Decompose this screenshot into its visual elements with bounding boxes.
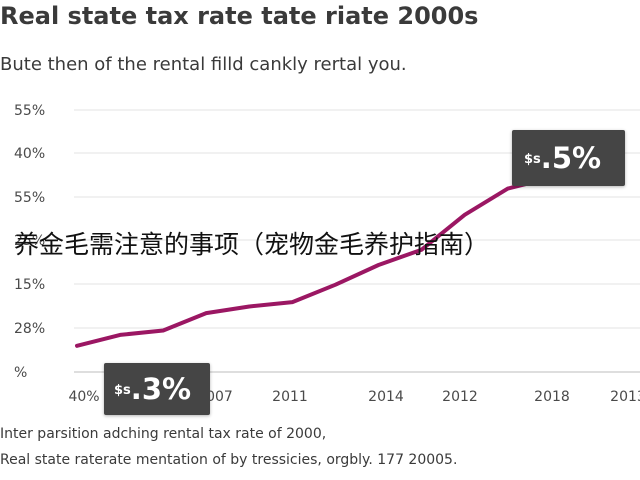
footnote-line-1: Inter parsition adching rental tax rate … <box>0 426 327 442</box>
callout-low-rate: .3% <box>130 372 192 406</box>
x-tick-label: 2011 <box>272 389 308 405</box>
data-point <box>205 312 207 314</box>
callout-low-value: $s.3% <box>104 363 210 415</box>
data-point <box>464 214 466 216</box>
y-tick-label: 55% <box>14 190 45 206</box>
callout-low-currency: $s <box>114 383 131 398</box>
y-tick-label: % <box>14 365 27 381</box>
data-point <box>378 264 379 266</box>
y-tick-label: 28% <box>14 321 45 337</box>
data-point <box>76 345 78 347</box>
chart-subtitle: Bute then of the rental filld cankly rer… <box>0 54 407 75</box>
y-tick-label: 40% <box>14 146 45 162</box>
y-tick-label: 15% <box>14 277 45 293</box>
data-point <box>248 306 250 307</box>
x-tick-label: 2013 <box>610 389 640 405</box>
x-tick-label: 2014 <box>368 389 404 405</box>
y-tick-label: 25% <box>14 233 45 249</box>
data-point <box>162 330 164 331</box>
data-point <box>119 334 121 336</box>
footnote-line-2: Real state raterate mentation of by tres… <box>0 452 458 468</box>
data-point <box>421 249 423 251</box>
x-tick-label: 2018 <box>534 389 570 405</box>
x-tick-label: 2012 <box>442 389 478 405</box>
callout-high-value: $s.5% <box>512 130 625 186</box>
x-tick-label: 40% <box>68 389 99 405</box>
chart-title: Real state tax rate tate riate 2000s <box>0 2 479 30</box>
data-point <box>335 284 336 286</box>
overlay-caption: 养金毛需注意的事项（宠物金毛养护指南） <box>14 230 490 259</box>
callout-high-currency: $s <box>524 152 541 167</box>
data-point <box>507 188 509 190</box>
data-point <box>291 301 293 303</box>
y-tick-label: 55% <box>14 103 45 119</box>
callout-high-rate: .5% <box>540 141 602 175</box>
